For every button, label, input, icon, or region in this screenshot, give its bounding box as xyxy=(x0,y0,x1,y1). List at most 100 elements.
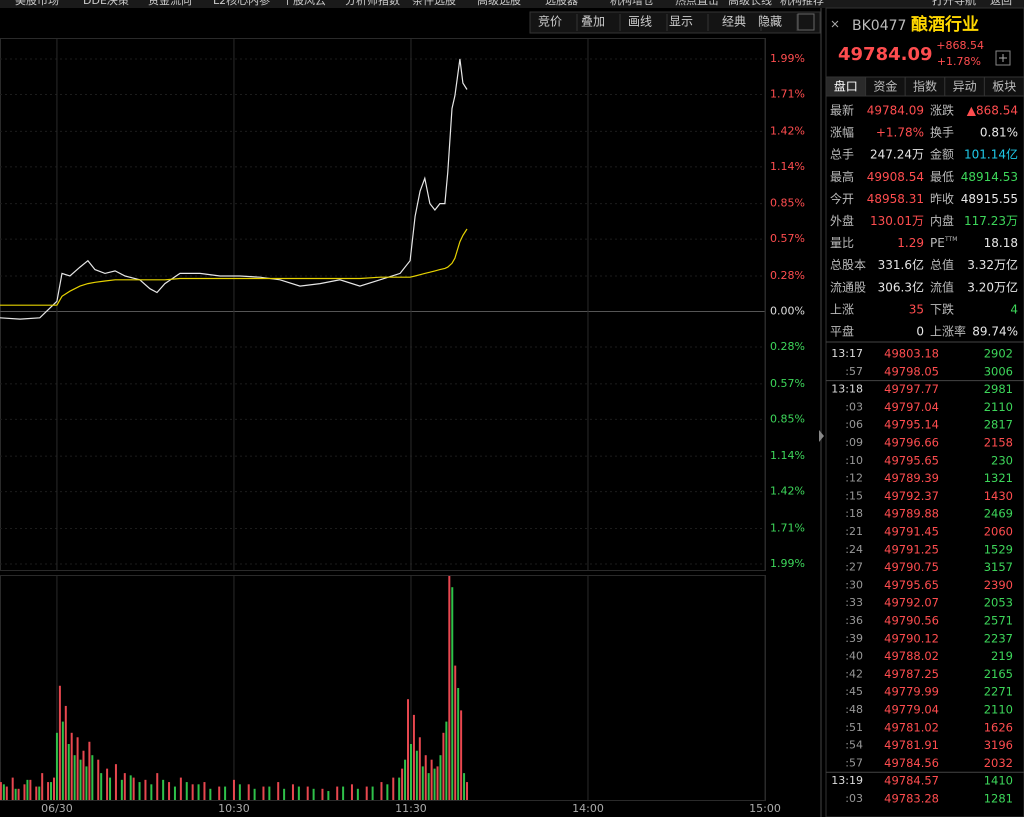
volume-bar xyxy=(132,777,135,800)
volume-bar xyxy=(268,786,271,800)
tick-volume: 2271 xyxy=(984,685,1013,699)
volume-bar xyxy=(162,779,165,800)
tick-time: :57 xyxy=(845,756,863,769)
fullscreen-button[interactable] xyxy=(797,13,815,31)
volume-bar xyxy=(427,773,430,800)
tick-volume: 2981 xyxy=(984,382,1013,396)
menu-item[interactable]: 分析师指数 xyxy=(345,0,400,7)
volume-bar xyxy=(356,788,359,800)
tick-volume: 2571 xyxy=(984,614,1013,628)
volume-bar xyxy=(106,768,109,800)
tick-price: 49797.77 xyxy=(884,382,939,396)
volume-bar xyxy=(409,744,412,800)
add-icon xyxy=(999,54,1007,62)
tick-volume: 1410 xyxy=(984,774,1013,788)
y-tick-label: 1.42% xyxy=(770,485,805,498)
y-tick-label: 0.00% xyxy=(770,305,805,318)
percent-change: +1.78% xyxy=(937,55,981,68)
tab-label[interactable]: 盘口 xyxy=(834,79,858,94)
tab-label[interactable]: 异动 xyxy=(953,80,977,94)
menu-item[interactable]: 个股风云 xyxy=(282,0,326,7)
tick-volume: 2902 xyxy=(984,347,1013,361)
stat-label: 上涨率 xyxy=(930,324,966,339)
menu-item[interactable]: DDE决策 xyxy=(83,0,129,7)
stat-label: 流通股 xyxy=(830,280,866,294)
toolbar-button[interactable]: 画线 xyxy=(628,15,652,29)
menu-item[interactable]: 高级长线 xyxy=(728,0,772,7)
tick-price: 49790.75 xyxy=(884,560,939,574)
menu-item[interactable]: 机构推荐 xyxy=(780,0,824,7)
volume-bar xyxy=(224,786,227,800)
stat-value: 247.24万 xyxy=(870,148,924,162)
volume-bar xyxy=(386,784,389,800)
volume-bar xyxy=(312,788,315,800)
stat-label: 上涨 xyxy=(830,301,854,316)
volume-bar xyxy=(114,764,117,800)
tick-volume: 1430 xyxy=(984,489,1013,503)
stat-value: 35 xyxy=(909,302,924,316)
menu-item[interactable]: 高级选股 xyxy=(477,0,521,7)
tick-price: 49790.56 xyxy=(884,614,939,628)
volume-bar xyxy=(238,784,241,800)
stat-value: 48915.55 xyxy=(961,192,1018,206)
tab-label[interactable]: 板块 xyxy=(992,80,1016,94)
menu-bar xyxy=(0,0,1024,8)
menu-item[interactable]: 选股器 xyxy=(545,0,578,7)
tick-price: 49795.65 xyxy=(884,453,939,467)
stat-label: 平盘 xyxy=(830,324,854,339)
close-icon[interactable] xyxy=(831,20,839,28)
volume-bar xyxy=(70,732,73,800)
toolbar-button[interactable]: 隐藏 xyxy=(758,15,782,29)
tick-volume: 219 xyxy=(991,649,1013,663)
toolbar-button[interactable]: 竞价 xyxy=(538,15,562,29)
toolbar-button[interactable]: 经典 xyxy=(722,15,746,29)
stat-label: 内盘 xyxy=(930,213,954,228)
volume-bar xyxy=(58,685,61,800)
tick-price: 49789.88 xyxy=(884,507,939,521)
volume-bar xyxy=(26,779,29,800)
toolbar xyxy=(529,11,821,34)
tick-time: :06 xyxy=(845,418,863,431)
tab-label[interactable]: 资金 xyxy=(873,79,897,94)
volume-bar xyxy=(421,766,424,800)
volume-bar xyxy=(253,788,256,800)
stat-label: 外盘 xyxy=(830,213,854,228)
volume-bar xyxy=(55,732,58,800)
volume-bar xyxy=(277,782,280,800)
tab-label[interactable]: 指数 xyxy=(913,79,937,94)
tab[interactable] xyxy=(983,76,1024,97)
x-tick-label: 11:30 xyxy=(395,802,427,815)
volume-bar xyxy=(41,773,44,800)
tick-price: 49796.66 xyxy=(884,436,939,450)
tick-price: 49787.25 xyxy=(884,667,939,681)
tick-price: 49795.65 xyxy=(884,578,939,592)
tick-price: 49788.02 xyxy=(884,649,939,663)
menu-item[interactable]: L2核心内参 xyxy=(213,0,270,7)
volume-bar xyxy=(306,786,309,800)
menu-item[interactable]: 机构增仓 xyxy=(610,0,654,7)
menu-item[interactable]: 返回 xyxy=(990,0,1012,7)
collapse-arrow[interactable] xyxy=(819,430,824,442)
tick-time: 13:19 xyxy=(831,774,863,787)
menu-item[interactable]: 美股市场 xyxy=(15,0,59,7)
tick-price: 49779.99 xyxy=(884,685,939,699)
volume-bar xyxy=(150,784,153,800)
toolbar-button[interactable]: 显示 xyxy=(669,15,693,29)
volume-bar xyxy=(85,766,88,800)
menu-item[interactable]: 热点直击 xyxy=(675,0,719,7)
volume-bar xyxy=(23,784,26,800)
tick-time: :45 xyxy=(845,685,863,698)
menu-item[interactable]: 打开导航 xyxy=(932,0,976,7)
menu-item[interactable]: 资金流向 xyxy=(148,0,192,7)
stat-label: 换手 xyxy=(930,126,954,140)
tick-time: :24 xyxy=(845,543,863,556)
volume-bar xyxy=(380,782,383,800)
tick-price: 49795.14 xyxy=(884,418,939,432)
tick-time: :27 xyxy=(845,561,863,574)
toolbar-button[interactable]: 叠加 xyxy=(581,15,605,29)
menu-item[interactable]: 条件选股 xyxy=(412,0,456,7)
tick-time: :48 xyxy=(845,703,863,716)
y-tick-label: 0.57% xyxy=(770,377,805,390)
volume-bar xyxy=(11,777,14,800)
add-button[interactable] xyxy=(995,50,1011,66)
